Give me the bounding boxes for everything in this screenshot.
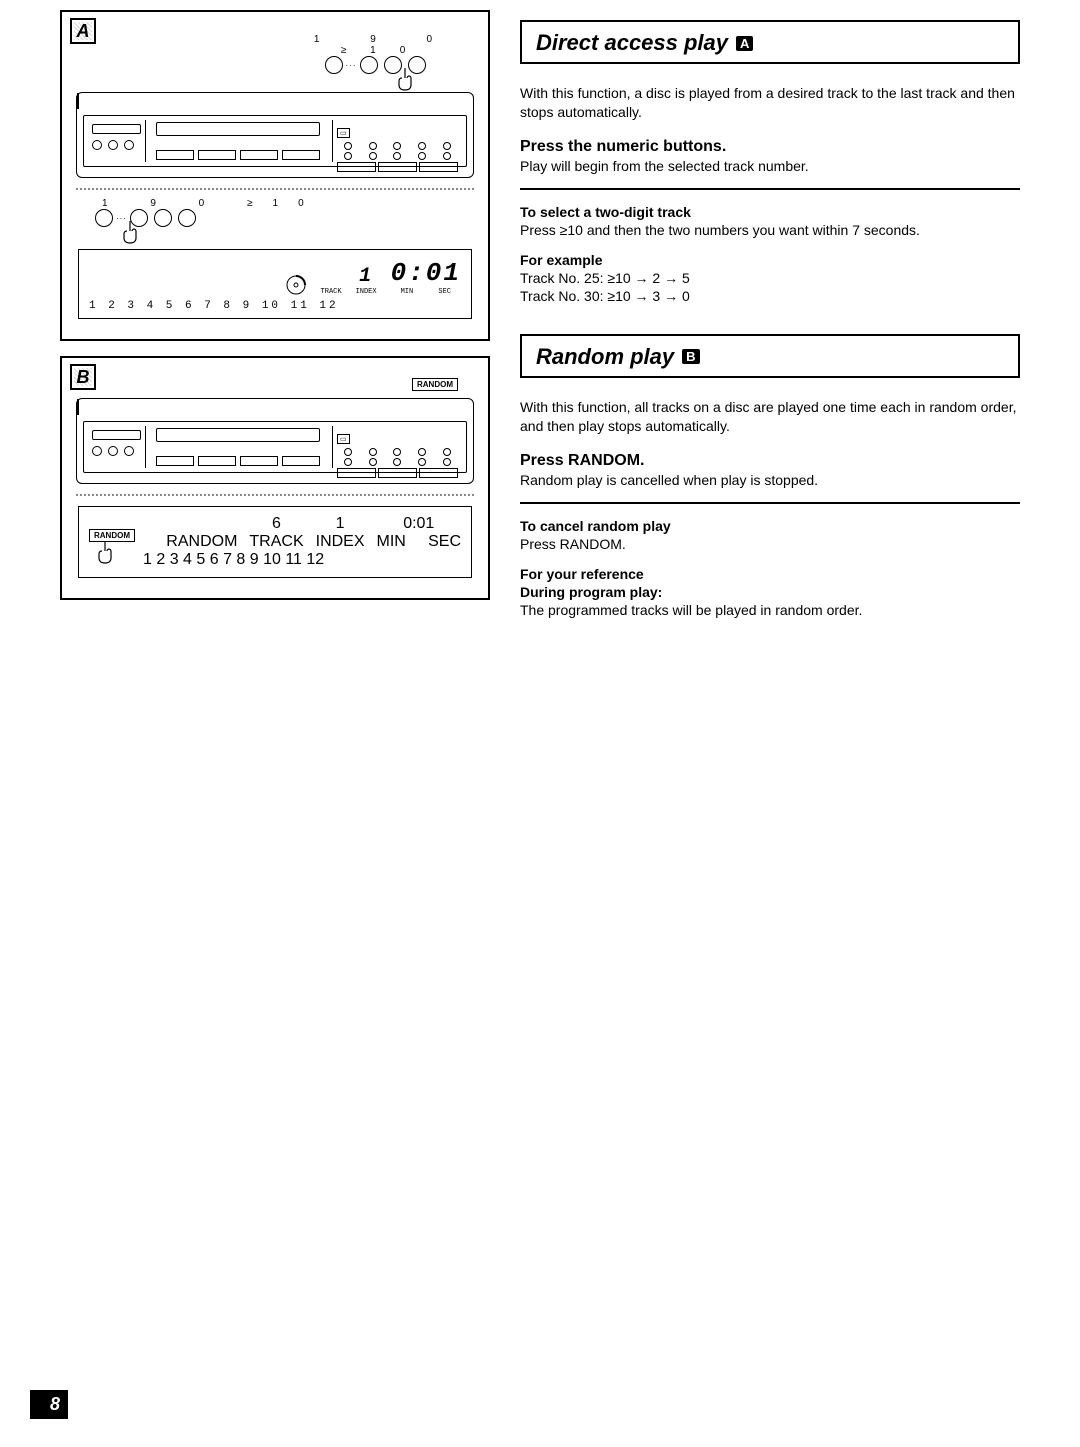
cd-player-b: ▭ (76, 398, 474, 484)
press-random-heading: Press RANDOM. (520, 452, 1020, 470)
finger-icon (95, 539, 115, 559)
display-b-container: RANDOM RANDOM 6 TRACK (78, 506, 472, 578)
left-illustrations: A 1 9 0 ≥10 ··· (60, 10, 490, 632)
calendar-row: 1 2 3 4 5 6 7 8 9 10 11 12 (89, 300, 461, 312)
diagram-a-label: A (70, 18, 96, 44)
disc-icon (285, 274, 307, 296)
diagram-a: A 1 9 0 ≥10 ··· (60, 10, 490, 341)
example-1: Track No. 25: ≥10 → 2 → 5 (520, 270, 1020, 286)
diagram-b-label: B (70, 364, 96, 390)
time-value-b: 0:01 (377, 515, 461, 533)
index-value: 1 (356, 265, 377, 288)
two-digit-heading: To select a two-digit track (520, 204, 1020, 220)
cd-player-a: ▭ (76, 92, 474, 178)
press-random-sub: Random play is cancelled when play is st… (520, 472, 1020, 488)
press-numeric-heading: Press the numeric buttons. (520, 138, 1020, 156)
reference-sub: The programmed tracks will be played in … (520, 602, 1020, 618)
reference-heading: For your reference (520, 566, 1020, 582)
index-label: INDEX (356, 288, 377, 296)
index-value-b: 1 (316, 515, 365, 533)
random-indicator: RANDOM (166, 533, 237, 551)
section-a-title-text: Direct access play (536, 30, 728, 56)
section-b-title: Random play B (520, 334, 1020, 378)
numeric-buttons-top: 1 9 0 ≥10 ··· (72, 34, 478, 86)
section-a-tag: A (736, 36, 753, 51)
numeric-labels-2: 1 9 0 ≥10 (102, 198, 478, 209)
diagram-b: B RANDOM ▭ (60, 356, 490, 600)
finger-icon (395, 66, 415, 86)
cancel-random-heading: To cancel random play (520, 518, 1020, 534)
two-digit-sub: Press ≥10 and then the two numbers you w… (520, 222, 1020, 238)
track-value-b: 6 (249, 515, 303, 533)
numeric-buttons-side: 1 9 0 ≥10 ··· (92, 198, 478, 239)
page-number: 8 (30, 1390, 68, 1419)
numeric-labels: 1 9 0 ≥10 (292, 34, 478, 56)
press-numeric-sub: Play will begin from the selected track … (520, 158, 1020, 174)
section-a-intro: With this function, a disc is played fro… (520, 84, 1020, 122)
example-2: Track No. 30: ≥10 → 3 → 0 (520, 288, 1020, 304)
text-column: Direct access play A With this function,… (520, 10, 1020, 632)
display-a: 0 TRACK 1 INDEX 0:01 MIN SEC 1 2 3 4 5 6… (78, 249, 472, 319)
random-button-callout: RANDOM (412, 378, 458, 391)
section-b-tag: B (682, 349, 699, 364)
cancel-random-sub: Press RANDOM. (520, 536, 1020, 552)
finger-icon (120, 219, 140, 239)
example-heading: For example (520, 252, 1020, 268)
section-b-title-text: Random play (536, 344, 674, 370)
time-value: 0:01 (391, 258, 461, 288)
section-a-title: Direct access play A (520, 20, 1020, 64)
calendar-row-b: 1 2 3 4 5 6 7 8 9 10 11 12 (143, 551, 461, 569)
track-label: TRACK (321, 288, 342, 296)
section-b-intro: With this function, all tracks on a disc… (520, 398, 1020, 436)
during-program-heading: During program play: (520, 584, 1020, 600)
